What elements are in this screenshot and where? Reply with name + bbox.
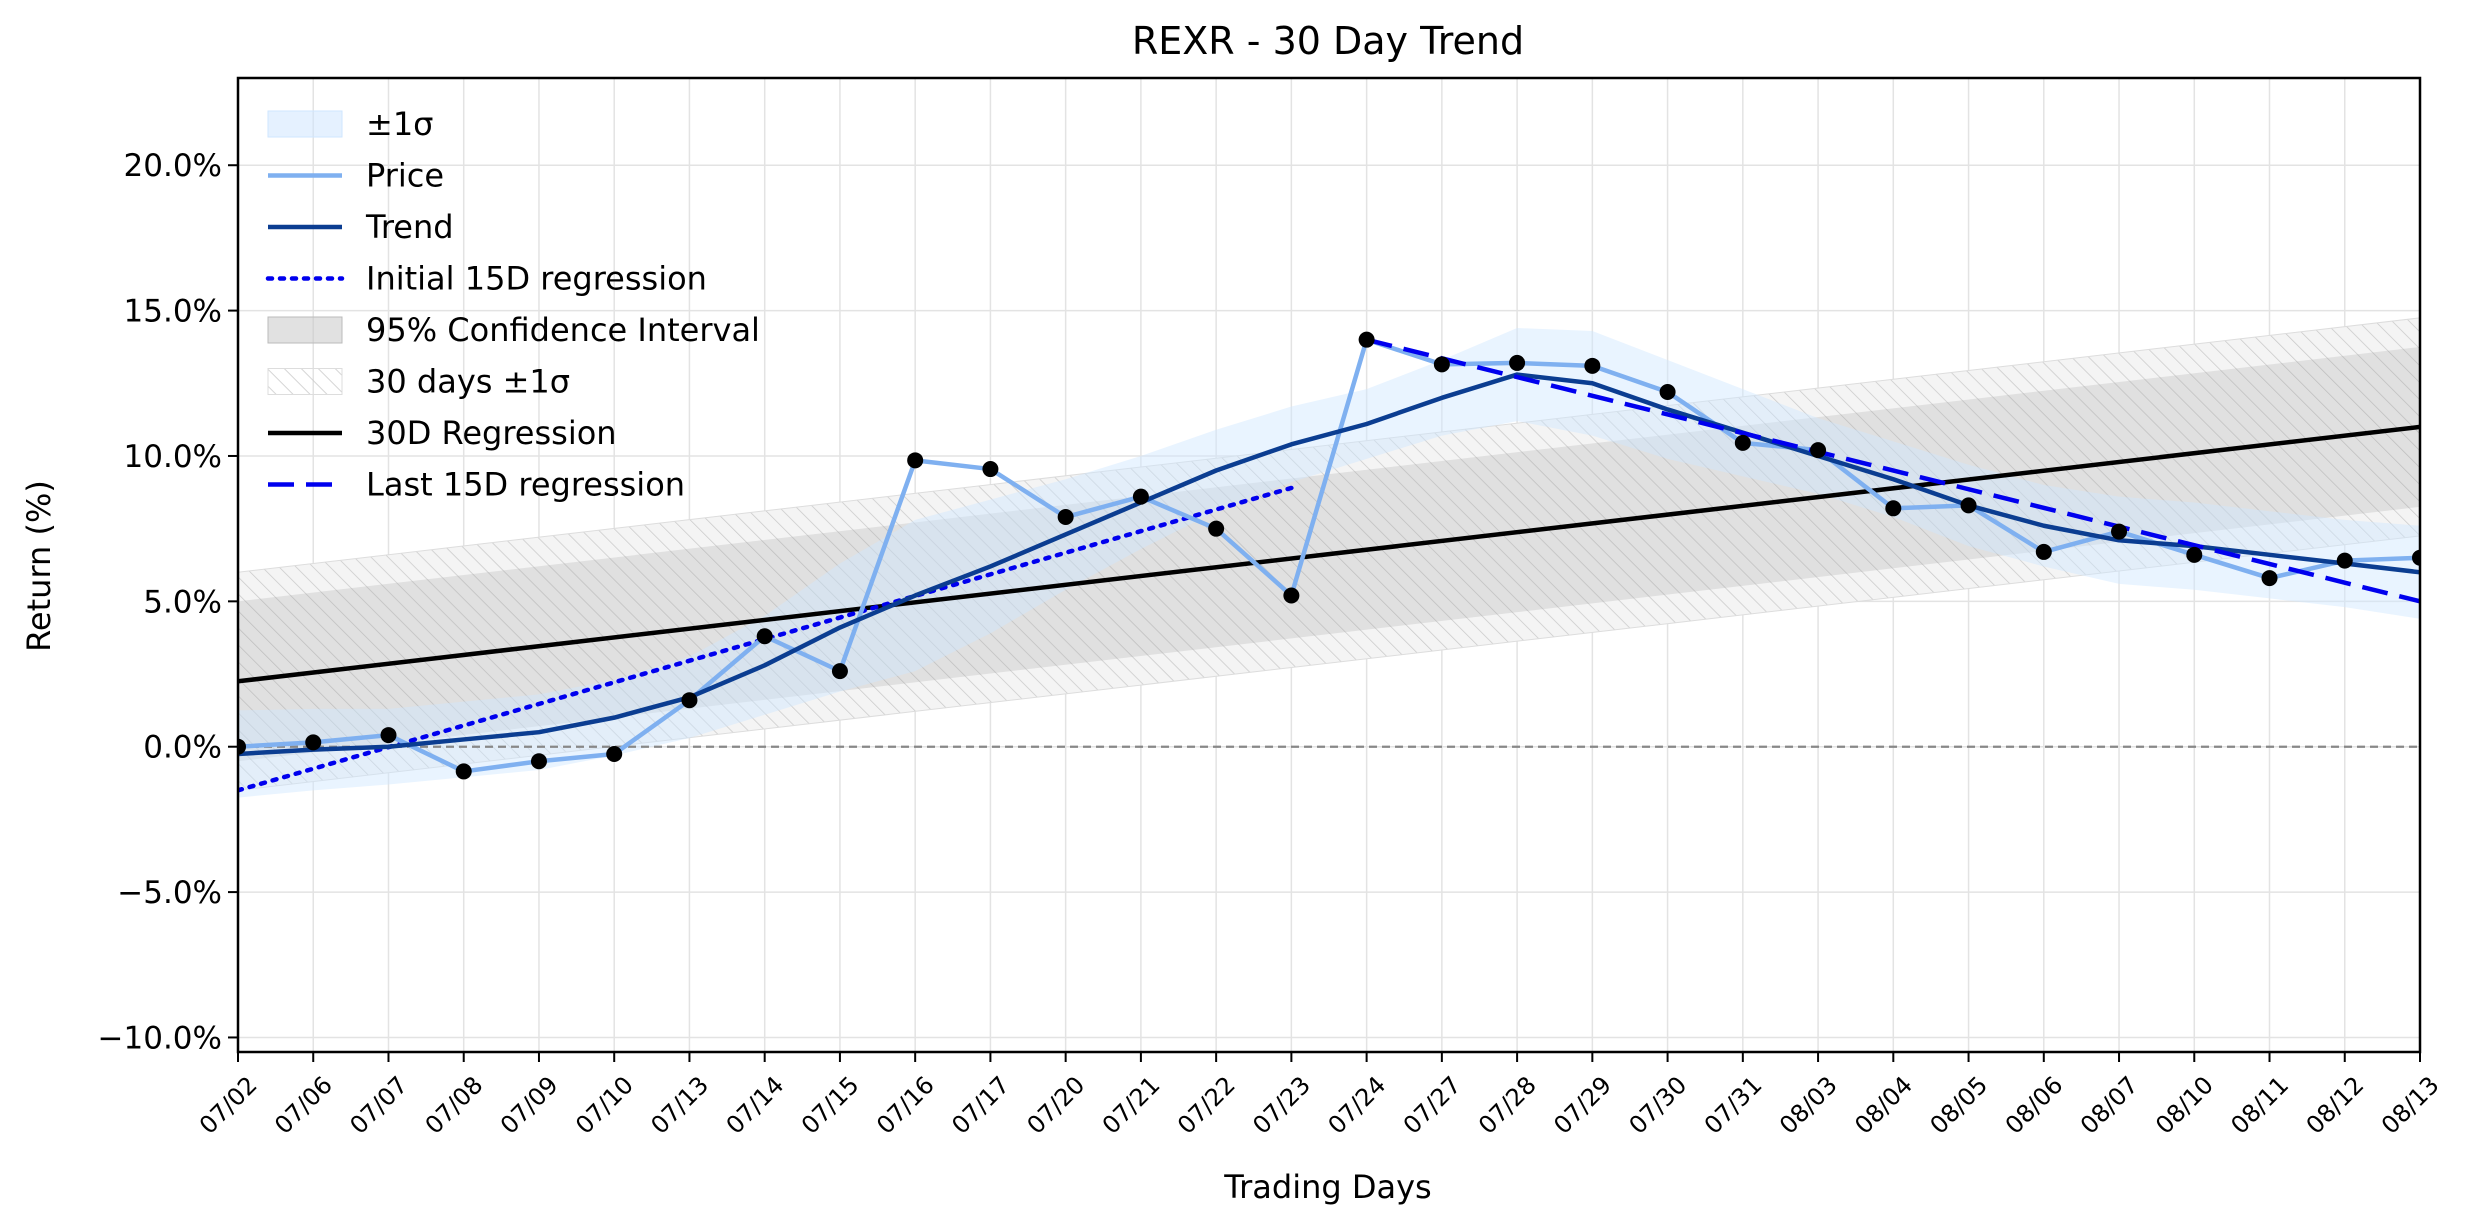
x-tick-label: 08/12	[2301, 1071, 2370, 1140]
x-axis: 07/02 07/06 07/07 07/08 07/09 07/10 07/13 07/14…	[194, 1052, 2445, 1140]
price-point	[1960, 497, 1977, 514]
legend-label: 30 days ±1σ	[366, 363, 570, 401]
price-point	[1509, 354, 1526, 371]
legend-label: Initial 15D regression	[366, 260, 707, 298]
y-tick-label: −5.0%	[117, 875, 222, 911]
x-tick-label: 08/06	[2000, 1071, 2069, 1140]
initial-15d-regression-line	[238, 485, 1294, 793]
x-tick-label: 07/20	[1022, 1071, 1091, 1140]
y-axis-label: Return (%)	[20, 480, 58, 652]
x-tick-label: 07/28	[1473, 1071, 1542, 1140]
price-line	[238, 337, 2420, 774]
x-tick-label: 07/27	[1398, 1071, 1467, 1140]
x-tick-label: 07/30	[1624, 1071, 1693, 1140]
y-tick-label: 5.0%	[143, 584, 222, 620]
price-point	[238, 738, 246, 755]
x-tick-label: 07/06	[269, 1071, 338, 1140]
price-point	[1885, 500, 1902, 517]
price-point	[2111, 523, 2128, 540]
legend-swatch	[267, 368, 343, 395]
price-point	[1057, 509, 1074, 526]
x-tick-label: 08/10	[2150, 1071, 2219, 1140]
y-tick-label: −10.0%	[98, 1020, 222, 1056]
price-point	[831, 663, 848, 680]
price-point	[982, 461, 999, 478]
x-tick-label: 07/16	[871, 1071, 940, 1140]
price-point	[2035, 543, 2052, 560]
legend-label: 30D Regression	[366, 414, 617, 452]
x-tick-label: 07/15	[796, 1071, 865, 1140]
y-tick-label: 0.0%	[143, 730, 222, 766]
x-tick-label: 08/04	[1849, 1071, 1918, 1140]
x-tick-label: 07/10	[570, 1071, 639, 1140]
x-tick-label: 07/13	[645, 1071, 714, 1140]
price-point	[455, 763, 472, 780]
x-tick-label: 07/07	[344, 1071, 413, 1140]
legend-swatch	[267, 110, 343, 138]
x-tick-label: 07/23	[1247, 1071, 1316, 1140]
x-tick-label: 07/21	[1097, 1071, 1166, 1140]
price-point	[907, 452, 924, 469]
legend-label: Trend	[365, 208, 454, 246]
x-tick-label: 08/05	[1925, 1071, 1994, 1140]
plot-area	[238, 317, 2420, 798]
legend-swatch	[267, 316, 343, 344]
price-point	[606, 745, 623, 762]
price-point	[1208, 520, 1225, 537]
price-point	[1283, 587, 1300, 604]
price-point	[1659, 384, 1676, 401]
y-tick-label: 20.0%	[124, 148, 222, 184]
x-tick-label: 07/31	[1699, 1071, 1768, 1140]
price-point	[380, 727, 397, 744]
x-tick-label: 07/08	[420, 1071, 489, 1140]
x-tick-label: 08/11	[2225, 1071, 2294, 1140]
x-tick-label: 07/22	[1172, 1071, 1241, 1140]
legend-label: 95% Confidence Interval	[366, 311, 760, 349]
price-point	[2412, 549, 2420, 566]
price-point	[1433, 356, 1450, 373]
regression-30d-line	[238, 424, 2420, 684]
price-point	[2336, 552, 2353, 569]
sigma-band	[238, 328, 2420, 798]
legend: ±1σ Price Trend Initial 15D regression 95% C…	[265, 105, 760, 504]
x-tick-label: 07/14	[721, 1071, 790, 1140]
last-15d-regression-line	[1366, 337, 2420, 604]
y-axis: −10.0% −5.0% 0.0% 5.0% 10.0% 15.0% 20.0%	[98, 148, 238, 1056]
price-point	[1734, 434, 1751, 451]
plot-frame	[236, 76, 2422, 1054]
y-tick-label: 10.0%	[124, 439, 222, 475]
price-point	[1584, 357, 1601, 374]
x-tick-label: 08/03	[1774, 1071, 1843, 1140]
x-axis-label: Trading Days	[1223, 1168, 1431, 1206]
price-point	[1358, 331, 1375, 348]
x-tick-label: 08/13	[2376, 1071, 2445, 1140]
legend-label: ±1σ	[366, 105, 433, 143]
price-point	[2186, 546, 2203, 563]
trend-line	[238, 372, 2420, 757]
price-point	[1810, 442, 1827, 459]
x-tick-label: 07/29	[1548, 1071, 1617, 1140]
price-point	[305, 734, 322, 751]
x-tick-label: 07/02	[194, 1071, 263, 1140]
price-point	[530, 753, 547, 770]
price-point	[681, 692, 698, 709]
price-point	[756, 628, 773, 645]
y-tick-label: 15.0%	[124, 294, 222, 330]
price-point	[1132, 488, 1149, 505]
legend-label: Last 15D regression	[366, 466, 685, 504]
x-tick-label: 08/07	[2075, 1071, 2144, 1140]
x-tick-label: 07/17	[946, 1071, 1015, 1140]
x-tick-label: 07/24	[1323, 1071, 1392, 1140]
legend-label: Price	[366, 157, 444, 195]
x-tick-label: 07/09	[495, 1071, 564, 1140]
chart-title: REXR - 30 Day Trend	[1132, 19, 1524, 63]
price-point	[2261, 570, 2278, 587]
